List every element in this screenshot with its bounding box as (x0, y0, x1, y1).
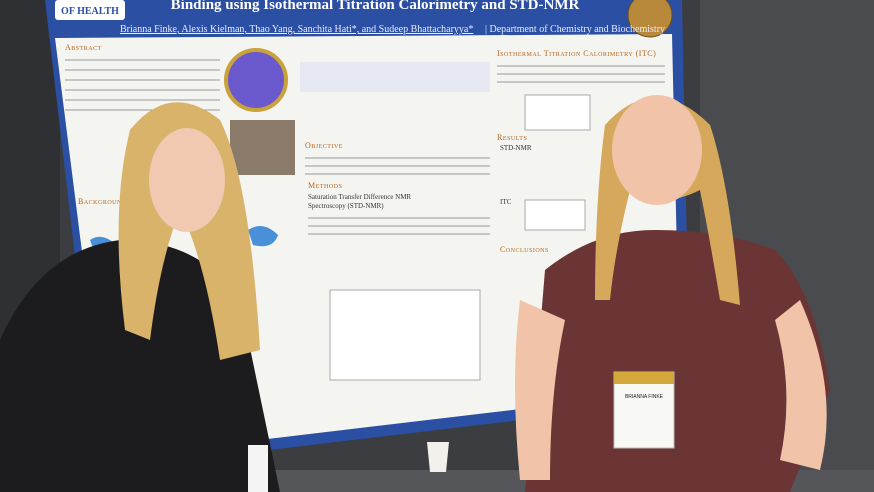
figure-structures (300, 62, 490, 92)
seal (627, 0, 673, 38)
arm (775, 300, 827, 470)
section-subheader: Saturation Transfer Difference NMR (308, 193, 411, 201)
section-header: Conclusions (500, 245, 549, 254)
logo-text: OF HEALTH (61, 6, 119, 17)
section-header: Background (78, 197, 127, 206)
poster-title: Binding using Isothermal Titration Calor… (171, 0, 580, 13)
section-header: Abstract (65, 43, 102, 52)
cup (427, 442, 449, 472)
figure-itc (524, 94, 591, 131)
poster-authors: Brianna Finke, Alexis Kielman, Thao Yang… (120, 24, 473, 35)
badge-left (248, 445, 268, 492)
figure-itc (524, 199, 586, 231)
person-right-face (612, 95, 702, 205)
section-subheader: Spectroscopy (STD-NMR) (308, 202, 384, 210)
logo-box (55, 0, 125, 20)
section-subheader: STD-NMR (500, 144, 532, 152)
section-header: Methods (308, 181, 342, 190)
section-subheader: ITC (500, 198, 512, 206)
section-header: Results (497, 133, 527, 142)
badge-name: BRIANNA FINKE (625, 394, 664, 400)
section-header: Isothermal Titration Calorimetry (ITC) (497, 49, 656, 58)
badge-right (613, 371, 675, 449)
section-header: Objective (305, 141, 343, 150)
badge-banner (614, 372, 674, 384)
figure-blob (248, 226, 278, 247)
arm (515, 300, 565, 480)
person-left-face (149, 128, 225, 232)
poster-department: | Department of Chemistry and Biochemist… (485, 24, 665, 35)
figure-protein (224, 48, 288, 112)
figure-spectrum (329, 289, 481, 381)
figure-photo (230, 120, 295, 175)
